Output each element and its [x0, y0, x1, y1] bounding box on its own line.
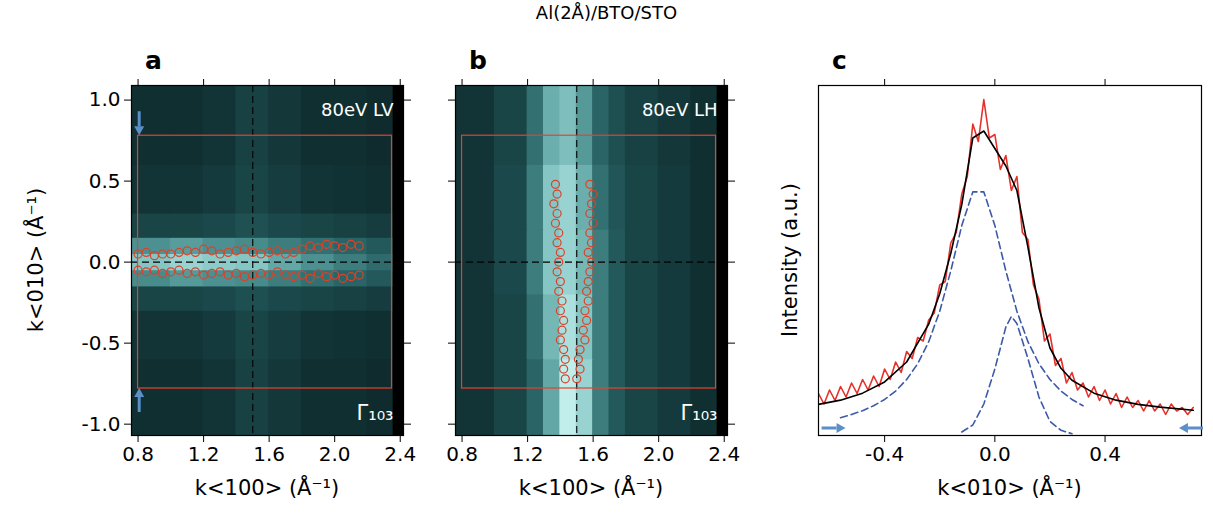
- svg-text:k<010> (Å⁻¹): k<010> (Å⁻¹): [937, 474, 1081, 500]
- svg-text:-1.0: -1.0: [81, 412, 120, 436]
- svg-text:0.8: 0.8: [122, 442, 154, 466]
- svg-text:k<010> (Å⁻¹): k<010> (Å⁻¹): [22, 188, 48, 332]
- svg-text:0.0: 0.0: [89, 250, 121, 274]
- svg-text:0.4: 0.4: [1089, 442, 1121, 466]
- svg-text:1.6: 1.6: [577, 442, 609, 466]
- svg-text:-0.5: -0.5: [81, 331, 120, 355]
- svg-text:80eV LH: 80eV LH: [642, 99, 718, 120]
- html-text:c: c: [832, 46, 847, 75]
- html-text:a: a: [145, 46, 162, 75]
- svg-text:0.0: 0.0: [979, 442, 1011, 466]
- svg-text:1.0: 1.0: [89, 87, 121, 111]
- svg-text:Γ₁₀₃: Γ₁₀₃: [357, 401, 394, 425]
- svg-text:1.2: 1.2: [512, 442, 544, 466]
- svg-text:0.5: 0.5: [89, 169, 121, 193]
- svg-text:2.0: 2.0: [319, 442, 351, 466]
- svg-text:2.0: 2.0: [643, 442, 675, 466]
- svg-text:-0.4: -0.4: [865, 442, 904, 466]
- svg-text:0.8: 0.8: [446, 442, 478, 466]
- svg-text:Intensity (a.u.): Intensity (a.u.): [778, 183, 802, 337]
- html-text:b: b: [469, 46, 487, 75]
- svg-text:k<100> (Å⁻¹): k<100> (Å⁻¹): [519, 474, 663, 500]
- svg-text:1.2: 1.2: [188, 442, 220, 466]
- svg-text:k<100> (Å⁻¹): k<100> (Å⁻¹): [195, 474, 339, 500]
- svg-text:80eV LV: 80eV LV: [321, 99, 394, 120]
- svg-text:2.4: 2.4: [384, 442, 416, 466]
- svg-text:Γ₁₀₃: Γ₁₀₃: [681, 401, 718, 425]
- html-text:Al(2Å)/BTO/STO: Al(2Å)/BTO/STO: [535, 2, 678, 23]
- svg-text:2.4: 2.4: [708, 442, 740, 466]
- svg-text:1.6: 1.6: [253, 442, 285, 466]
